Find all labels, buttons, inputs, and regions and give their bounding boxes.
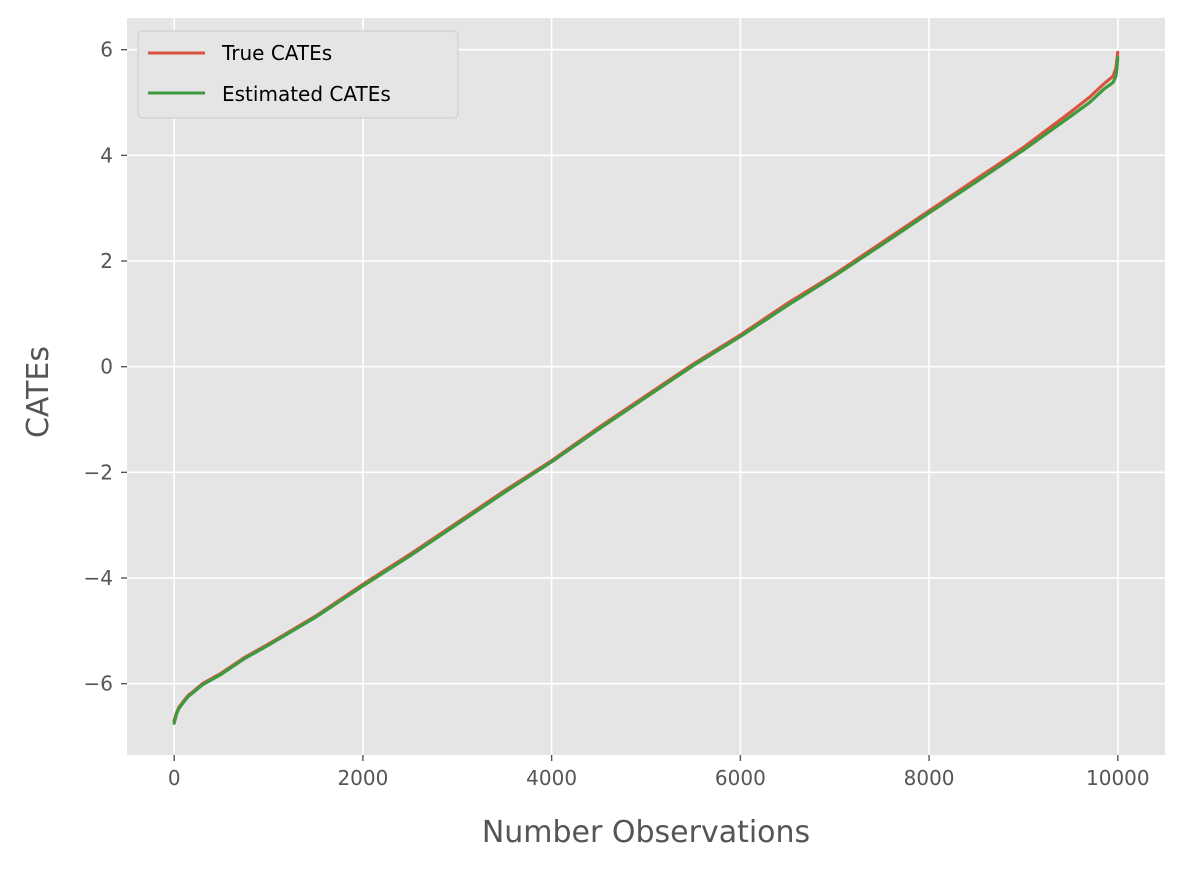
y-tick-label: 2 xyxy=(100,249,113,273)
series-lines xyxy=(172,50,1120,725)
x-tick-label: 10000 xyxy=(1086,766,1150,790)
y-axis-ticks: −6 −4 −2 0 2 4 6 xyxy=(84,38,127,696)
y-tick-label: 6 xyxy=(100,38,113,62)
grid-lines xyxy=(127,18,1165,755)
x-axis-label: Number Observations xyxy=(482,815,810,850)
x-tick-label: 8000 xyxy=(904,766,955,790)
y-tick-label: 4 xyxy=(100,143,113,167)
legend: True CATEs Estimated CATEs xyxy=(137,30,459,119)
y-tick-label: −4 xyxy=(84,566,113,590)
y-tick-label: −6 xyxy=(84,672,113,696)
y-tick-label: 0 xyxy=(100,355,113,379)
series-line-estimated-cates xyxy=(172,56,1120,725)
x-axis-ticks: 0 2000 4000 6000 8000 10000 xyxy=(168,755,1150,790)
plot-area xyxy=(127,18,1165,755)
y-tick-label: −2 xyxy=(84,460,113,484)
legend-label-estimated-cates: Estimated CATEs xyxy=(222,82,391,106)
x-tick-label: 4000 xyxy=(526,766,577,790)
x-tick-label: 6000 xyxy=(715,766,766,790)
legend-label-true-cates: True CATEs xyxy=(221,41,332,65)
legend-box xyxy=(137,30,459,119)
x-tick-label: 2000 xyxy=(337,766,388,790)
x-tick-label: 0 xyxy=(168,766,181,790)
y-axis-label: CATEs xyxy=(21,346,56,438)
